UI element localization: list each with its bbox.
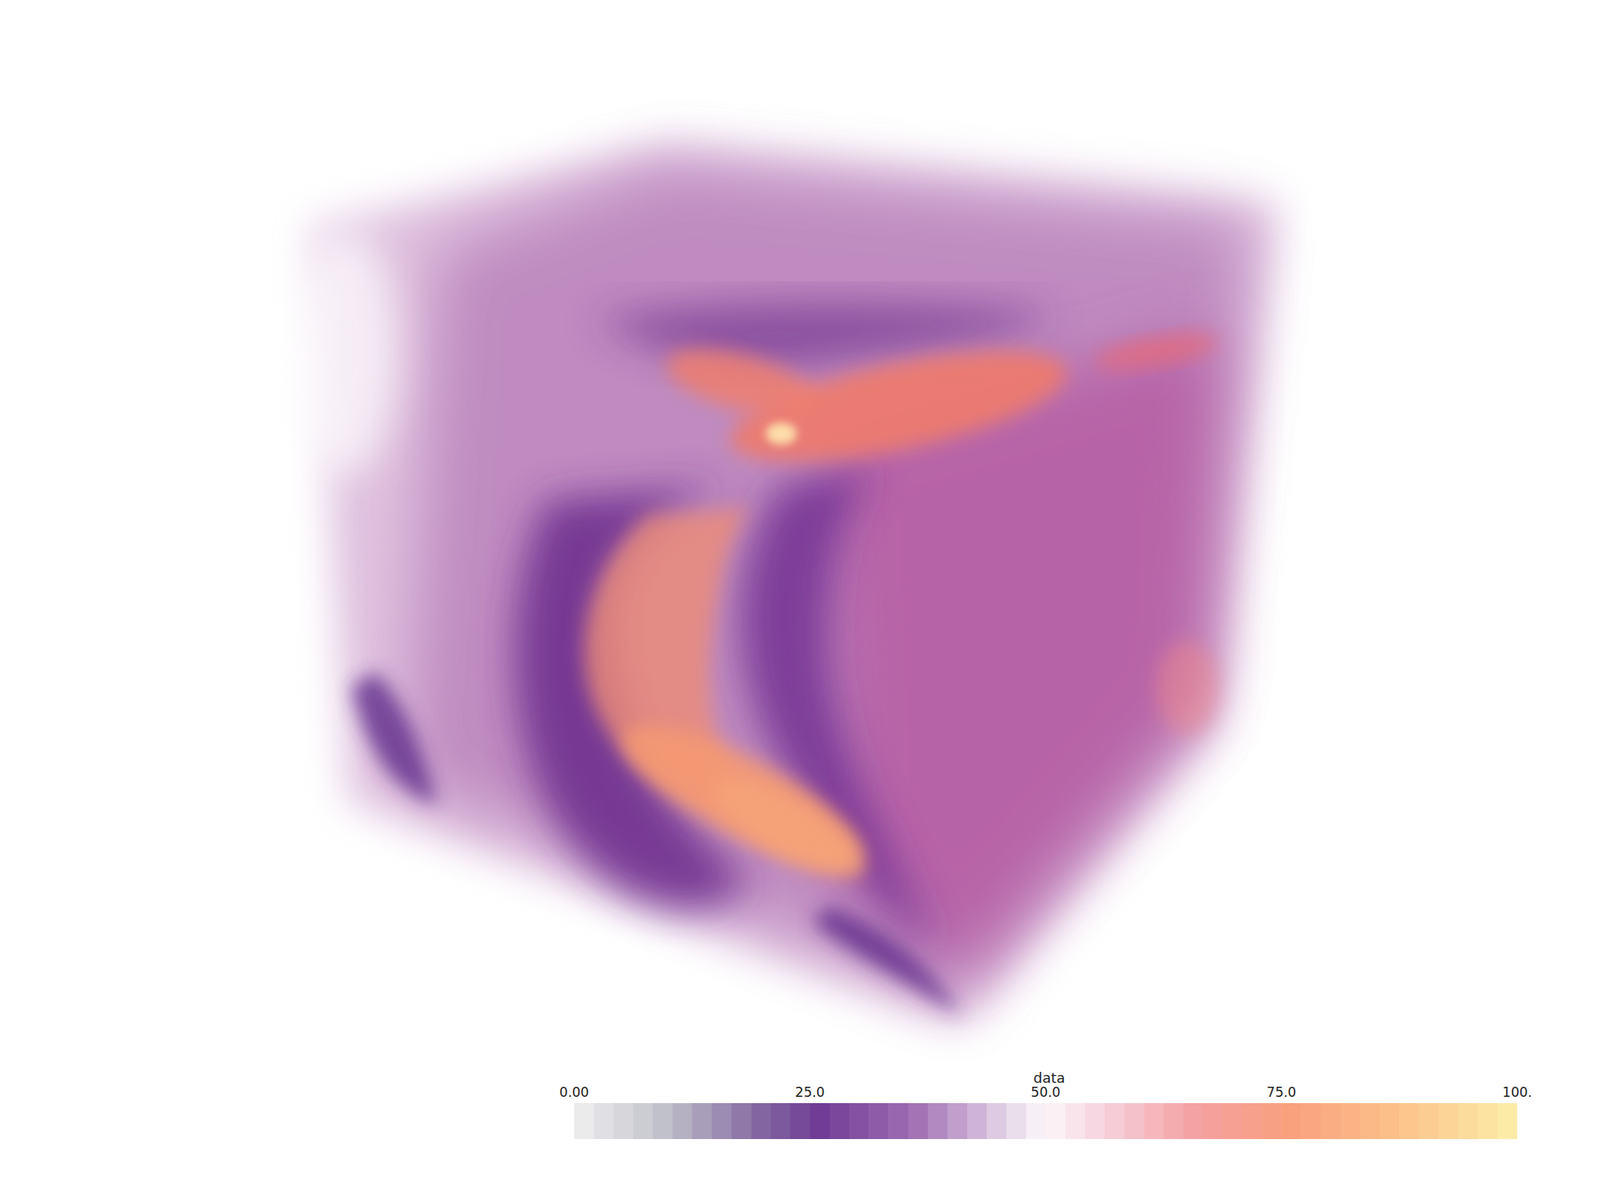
svg-text:data: data	[1033, 1069, 1066, 1086]
svg-text:25.0: 25.0	[795, 1084, 825, 1100]
svg-text:0.00: 0.00	[559, 1084, 590, 1100]
svg-text:100.: 100.	[1502, 1084, 1533, 1100]
svg-text:50.0: 50.0	[1031, 1084, 1061, 1100]
svg-text:75.0: 75.0	[1266, 1084, 1297, 1100]
